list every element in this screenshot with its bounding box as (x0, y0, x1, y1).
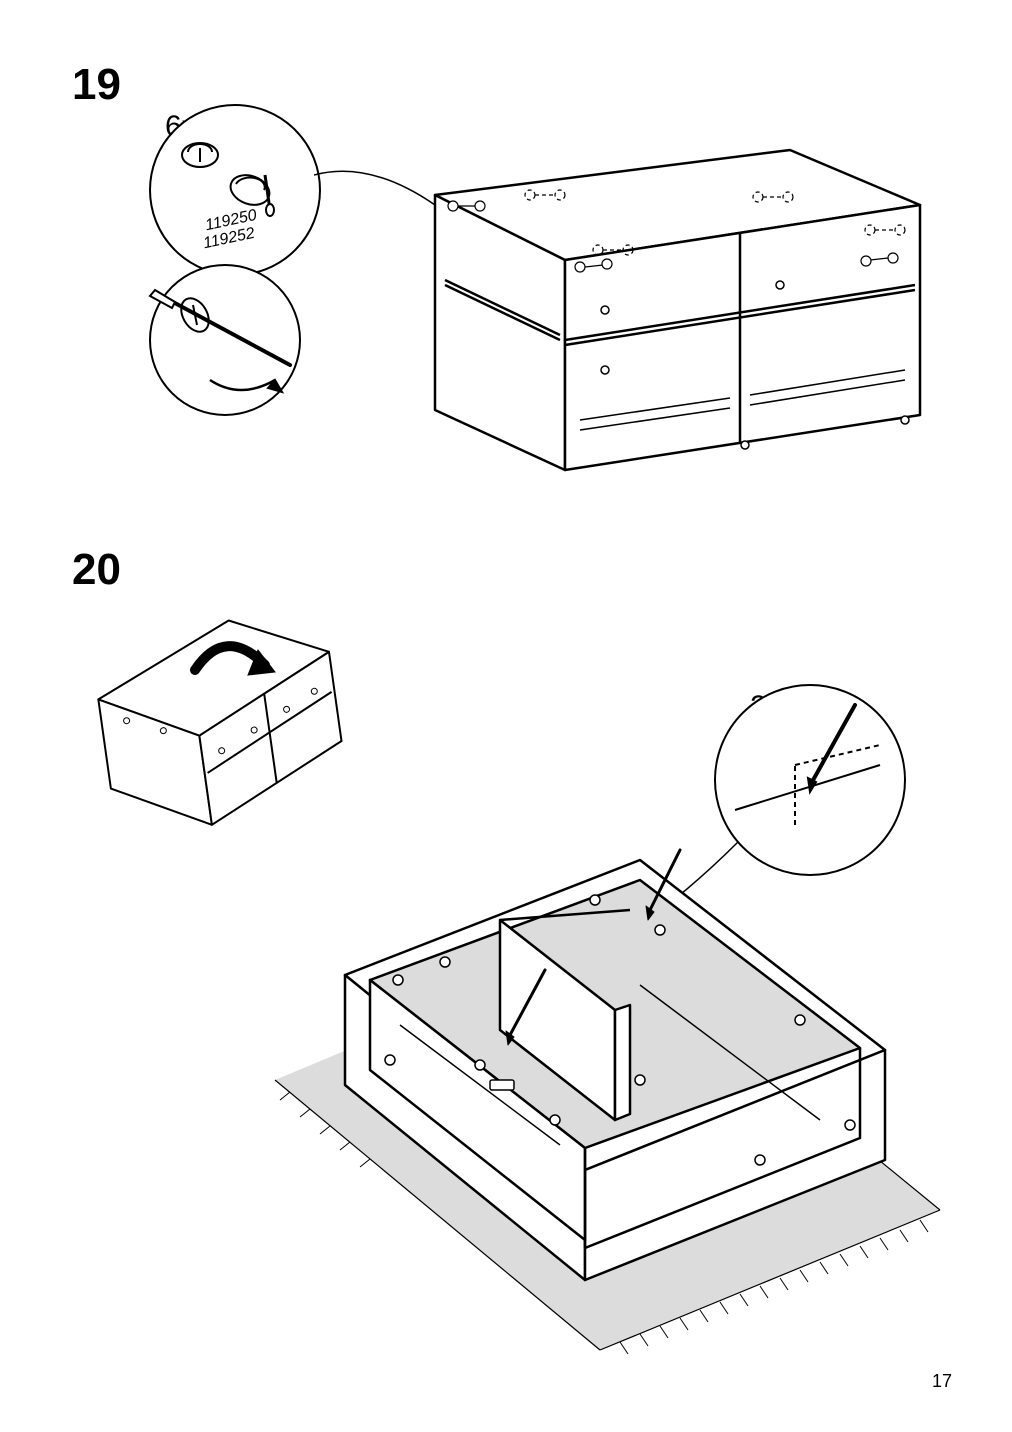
page-number: 17 (932, 1371, 952, 1392)
step-20-illustration (0, 520, 1012, 1420)
step-19-illustration (0, 0, 1012, 520)
